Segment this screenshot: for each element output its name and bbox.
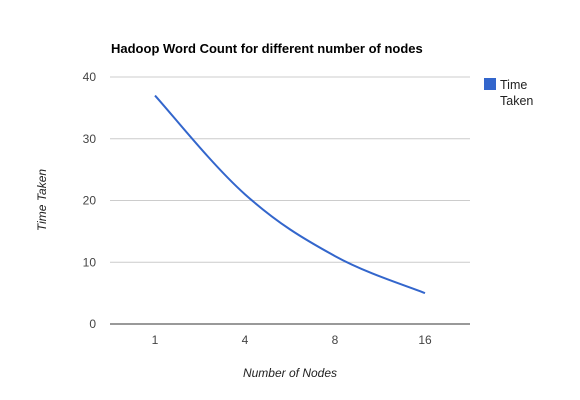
x-axis-ticks: 1 4 8 16 <box>152 333 432 347</box>
x-tick-label: 1 <box>152 333 159 347</box>
data-point[interactable] <box>152 93 158 99</box>
y-axis-label: Time Taken <box>35 169 49 231</box>
data-point[interactable] <box>242 191 248 197</box>
x-axis-label: Number of Nodes <box>243 366 337 380</box>
legend-label-line-2: Taken <box>500 94 533 108</box>
x-tick-label: 8 <box>332 333 339 347</box>
x-tick-label: 4 <box>242 333 249 347</box>
y-axis-ticks: 0 10 20 30 40 <box>83 70 97 331</box>
legend[interactable]: Time Taken <box>484 78 533 108</box>
data-point[interactable] <box>422 290 428 296</box>
chart-title: Hadoop Word Count for different number o… <box>111 41 423 56</box>
y-tick-label: 40 <box>83 70 97 84</box>
gridlines <box>110 76 470 263</box>
series-layer <box>152 93 428 296</box>
x-tick-label: 16 <box>418 333 432 347</box>
legend-label-line-1: Time <box>500 78 527 92</box>
series-line-0[interactable] <box>154 94 426 295</box>
y-tick-label: 10 <box>83 255 97 269</box>
data-point[interactable] <box>332 253 338 259</box>
y-tick-label: 0 <box>89 317 96 331</box>
legend-swatch <box>484 78 496 90</box>
y-tick-label: 20 <box>83 194 97 208</box>
y-tick-label: 30 <box>83 132 97 146</box>
